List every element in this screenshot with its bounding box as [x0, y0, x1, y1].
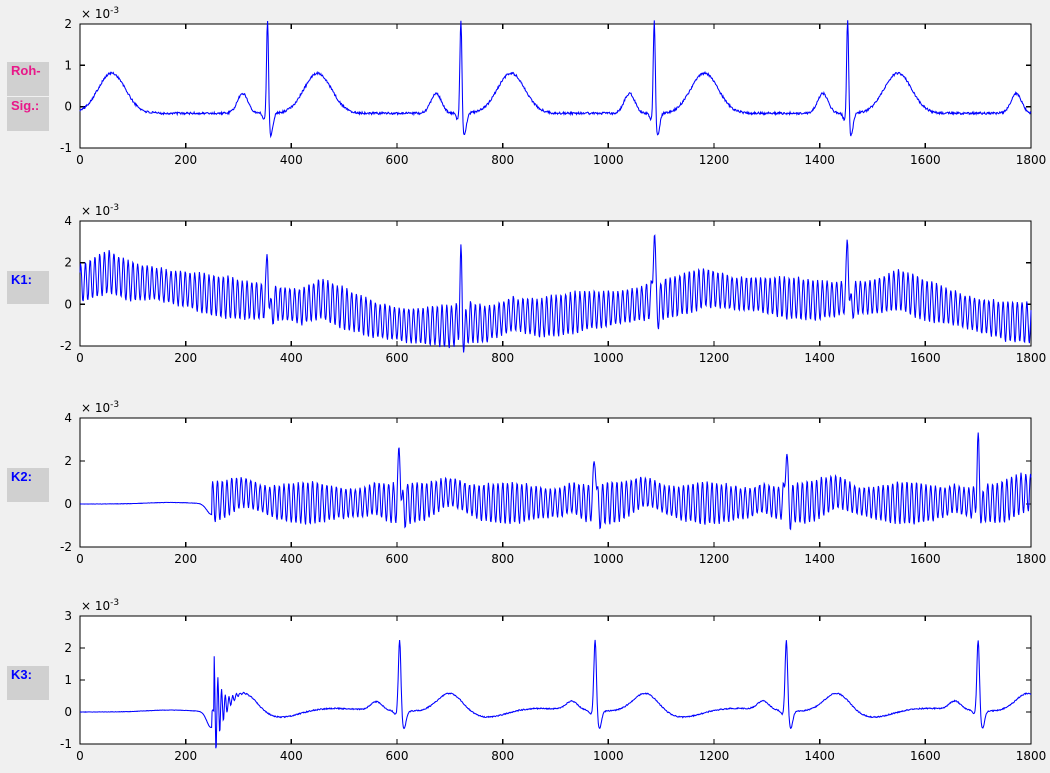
svg-text:200: 200	[174, 153, 197, 167]
svg-text:400: 400	[280, 153, 303, 167]
y-scale-exponent: × 10-3	[81, 6, 119, 21]
svg-text:2: 2	[64, 256, 72, 270]
svg-text:200: 200	[174, 552, 197, 566]
subplot-k1: 0 200 400 600 800 1000 1200 1400 1600 1800 -2 0 2 4 × …	[60, 203, 1046, 365]
svg-text:1000: 1000	[593, 351, 624, 365]
y-tick-labels: -1 0 1 2 3	[60, 609, 72, 751]
svg-text:600: 600	[386, 351, 409, 365]
svg-text:200: 200	[174, 749, 197, 763]
svg-text:1800: 1800	[1016, 351, 1047, 365]
signal-trace-k3	[79, 639, 1032, 749]
svg-text:2: 2	[64, 454, 72, 468]
svg-text:-1: -1	[60, 737, 72, 751]
label-k2-text: K2:	[11, 469, 32, 484]
svg-text:1000: 1000	[593, 153, 624, 167]
svg-text:0: 0	[64, 100, 72, 114]
signal-trace-k2	[80, 432, 1032, 531]
svg-text:1400: 1400	[804, 351, 835, 365]
svg-text:800: 800	[491, 153, 514, 167]
y-tick-labels: -2 0 2 4	[60, 411, 72, 554]
svg-text:4: 4	[64, 411, 72, 425]
axes-frame	[79, 23, 1032, 149]
svg-text:-1: -1	[60, 141, 72, 155]
svg-text:1200: 1200	[699, 749, 730, 763]
svg-text:2: 2	[64, 641, 72, 655]
signal-trace-roh-sig	[79, 20, 1032, 139]
svg-text:1600: 1600	[910, 552, 941, 566]
x-tick-labels: 0 200 400 600 800 1000 1200 1400 1600 1800	[76, 749, 1046, 763]
svg-text:1200: 1200	[699, 552, 730, 566]
svg-text:-2: -2	[60, 339, 72, 353]
subplot-roh-sig: 0 200 400 600 800 1000 1200 1400 1600 1800 -1 0 1 2 × …	[60, 6, 1046, 167]
label-sig-text: Sig.:	[11, 98, 40, 113]
svg-text:0: 0	[64, 705, 72, 719]
svg-text:0: 0	[64, 297, 72, 311]
y-tick-labels: -1 0 1 2	[60, 17, 72, 155]
svg-text:0: 0	[76, 351, 84, 365]
label-k3: K3:	[7, 666, 49, 700]
svg-text:1800: 1800	[1016, 552, 1047, 566]
y-scale-exponent: × 10-3	[81, 598, 119, 613]
svg-text:3: 3	[64, 609, 72, 623]
subplot-k2: 0 200 400 600 800 1000 1200 1400 1600 1800 -2 0 2 4 × …	[60, 400, 1046, 566]
svg-text:200: 200	[174, 351, 197, 365]
plot-background	[80, 418, 1031, 547]
axes-frame	[79, 417, 1032, 548]
svg-text:1800: 1800	[1016, 153, 1047, 167]
svg-text:600: 600	[386, 749, 409, 763]
svg-text:4: 4	[64, 214, 72, 228]
svg-text:1600: 1600	[910, 749, 941, 763]
svg-text:800: 800	[491, 351, 514, 365]
y-scale-exponent: × 10-3	[81, 203, 119, 218]
svg-text:400: 400	[280, 552, 303, 566]
svg-text:2: 2	[64, 17, 72, 31]
svg-text:1200: 1200	[699, 153, 730, 167]
svg-text:1400: 1400	[804, 153, 835, 167]
label-roh-signal: Roh-	[7, 62, 49, 96]
label-k2: K2:	[7, 468, 49, 502]
svg-text:1800: 1800	[1016, 749, 1047, 763]
svg-text:1000: 1000	[593, 749, 624, 763]
svg-text:400: 400	[280, 351, 303, 365]
svg-text:1000: 1000	[593, 552, 624, 566]
signal-trace-k1	[79, 234, 1032, 353]
x-tick-labels: 0 200 400 600 800 1000 1200 1400 1600 1800	[76, 153, 1046, 167]
svg-text:1: 1	[64, 673, 72, 687]
svg-text:600: 600	[386, 552, 409, 566]
svg-text:-2: -2	[60, 540, 72, 554]
svg-text:1600: 1600	[910, 351, 941, 365]
y-tick-labels: -2 0 2 4	[60, 214, 72, 353]
svg-text:1200: 1200	[699, 351, 730, 365]
label-sig-signal: Sig.:	[7, 97, 49, 131]
x-tick-labels: 0 200 400 600 800 1000 1200 1400 1600 1800	[76, 552, 1046, 566]
x-tick-labels: 0 200 400 600 800 1000 1200 1400 1600 1800	[76, 351, 1046, 365]
svg-text:600: 600	[386, 153, 409, 167]
svg-text:0: 0	[76, 749, 84, 763]
label-roh-text: Roh-	[11, 63, 41, 78]
y-scale-exponent: × 10-3	[81, 400, 119, 415]
label-k3-text: K3:	[11, 667, 32, 682]
label-k1-text: K1:	[11, 272, 32, 287]
axes-frame	[79, 220, 1032, 347]
svg-text:0: 0	[64, 497, 72, 511]
svg-text:800: 800	[491, 552, 514, 566]
axes-frame	[79, 615, 1032, 745]
svg-text:1: 1	[64, 58, 72, 72]
svg-text:0: 0	[76, 153, 84, 167]
svg-text:400: 400	[280, 749, 303, 763]
svg-text:1400: 1400	[804, 749, 835, 763]
svg-text:1400: 1400	[804, 552, 835, 566]
plot-background	[80, 24, 1031, 148]
subplot-k3: 0 200 400 600 800 1000 1200 1400 1600 1800 -1 0 1 2 3 ×…	[60, 598, 1046, 763]
plot-background	[80, 616, 1031, 744]
svg-text:800: 800	[491, 749, 514, 763]
svg-text:1600: 1600	[910, 153, 941, 167]
label-k1: K1:	[7, 271, 49, 304]
svg-text:0: 0	[76, 552, 84, 566]
